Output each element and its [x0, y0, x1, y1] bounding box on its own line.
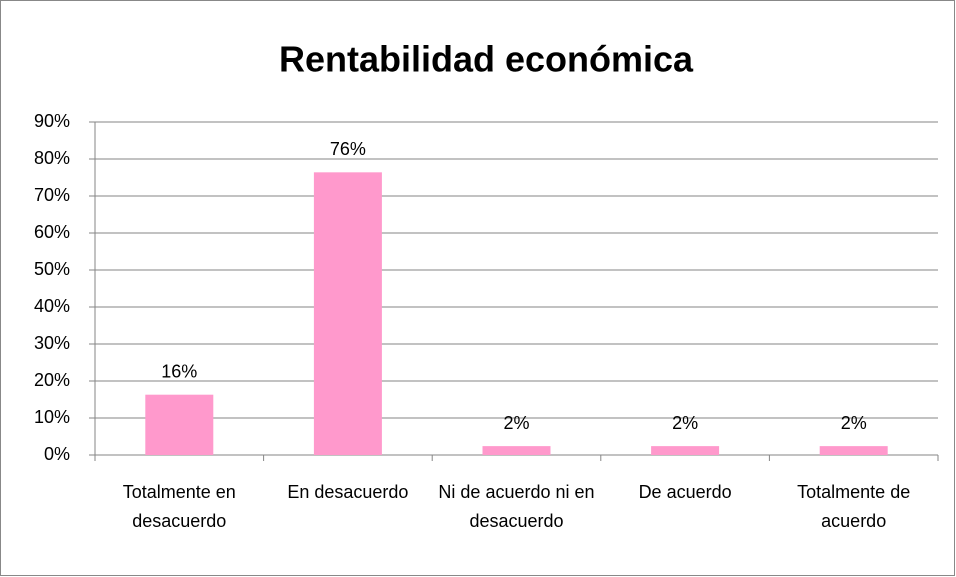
x-tick-label: En desacuerdo [287, 482, 409, 502]
y-tick-label: 0% [44, 444, 70, 464]
y-tick-label: 90% [34, 111, 70, 131]
x-tick-label: Totalmente en desacuerdo [122, 482, 236, 531]
data-label: 2% [841, 413, 867, 433]
data-label: 2% [503, 413, 529, 433]
bar [313, 172, 382, 455]
y-tick-label: 70% [34, 185, 70, 205]
x-tick-label: De acuerdo [638, 482, 732, 502]
y-tick-label: 40% [34, 296, 70, 316]
bar [651, 446, 720, 455]
y-tick-label: 20% [34, 370, 70, 390]
x-tick-label: Totalmente de acuerdo [797, 482, 911, 531]
y-tick-label: 60% [34, 222, 70, 242]
data-label: 2% [672, 413, 698, 433]
chart-title: Rentabilidad económica [279, 39, 694, 80]
y-tick-label: 50% [34, 259, 70, 279]
y-tick-label: 10% [34, 407, 70, 427]
data-label: 16% [161, 361, 197, 381]
data-label: 76% [330, 139, 366, 159]
x-tick-label: Ni de acuerdo ni en desacuerdo [438, 482, 595, 531]
bar [145, 394, 214, 455]
y-tick-label: 80% [34, 148, 70, 168]
bar [819, 446, 888, 455]
y-tick-label: 30% [34, 333, 70, 353]
bar [482, 446, 551, 455]
